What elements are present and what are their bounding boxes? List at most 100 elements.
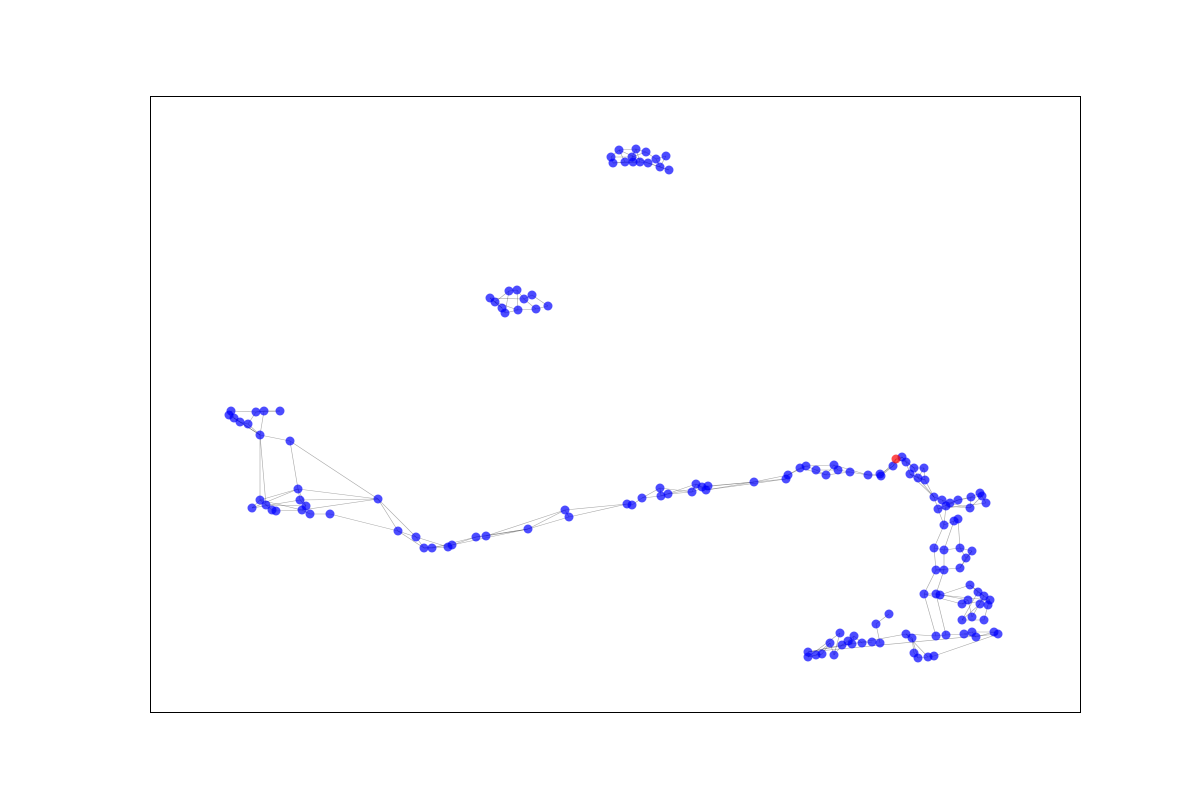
graph-node <box>259 406 269 416</box>
graph-edge <box>705 478 787 491</box>
graph-edge <box>659 487 693 493</box>
graph-node <box>863 470 873 480</box>
graph-node <box>919 589 929 599</box>
graph-node <box>627 152 637 162</box>
graph-node <box>641 147 651 157</box>
graph-node <box>871 619 881 629</box>
graph-edge <box>251 488 299 509</box>
graph-node <box>635 157 645 167</box>
graph-edge <box>943 520 955 551</box>
graph-node <box>959 629 969 639</box>
graph-edge <box>527 516 570 530</box>
graph-edge <box>301 498 379 511</box>
graph-node <box>884 609 894 619</box>
graph-edge <box>753 478 787 483</box>
graph-node <box>941 501 951 511</box>
graph-node <box>913 653 923 663</box>
graph-edge <box>377 498 417 538</box>
graph-edge <box>935 593 947 636</box>
graph-edge <box>933 633 999 657</box>
graph-node <box>905 469 915 479</box>
graph-edge <box>923 593 963 605</box>
graph-edge <box>707 481 755 487</box>
graph-node <box>979 615 989 625</box>
graph-edge <box>807 644 843 653</box>
graph-edge <box>415 536 449 548</box>
graph-node <box>235 417 245 427</box>
graph-node <box>687 487 697 497</box>
graph-edge <box>564 503 628 511</box>
graph-node <box>929 543 939 553</box>
graph-node <box>901 457 911 467</box>
graph-edge <box>299 498 379 501</box>
graph-node <box>967 612 977 622</box>
graph-node <box>803 652 813 662</box>
graph-node <box>620 157 630 167</box>
graph-node <box>825 638 835 648</box>
graph-node <box>941 630 951 640</box>
graph-node <box>325 509 335 519</box>
graph-node <box>261 500 271 510</box>
axes-frame <box>150 96 1081 713</box>
graph-node <box>373 494 383 504</box>
graph-node <box>957 615 967 625</box>
graph-node <box>977 491 987 501</box>
graph-node <box>295 495 305 505</box>
graph-node <box>955 543 965 553</box>
graph-node <box>393 526 403 536</box>
graph-node <box>627 500 637 510</box>
graph-node <box>963 595 973 605</box>
graph-node <box>939 545 949 555</box>
graph-node <box>519 294 529 304</box>
graph-edge <box>251 499 301 509</box>
graph-node <box>255 495 265 505</box>
graph-edge <box>485 509 566 537</box>
graph-node <box>888 461 898 471</box>
graph-node <box>939 520 949 530</box>
graph-node <box>983 600 993 610</box>
graph-node <box>953 514 963 524</box>
graph-edge <box>259 434 291 442</box>
graph-edge <box>807 633 907 653</box>
graph-edge <box>957 518 961 549</box>
graph-node <box>849 631 859 641</box>
graph-node <box>243 419 253 429</box>
graph-node <box>939 565 949 575</box>
graph-node <box>817 649 827 659</box>
graph-node <box>965 503 975 513</box>
graph-node <box>971 632 981 642</box>
graph-node <box>913 473 923 483</box>
graph-node <box>255 430 265 440</box>
graph-node <box>857 638 867 648</box>
graph-node <box>285 436 295 446</box>
graph-node <box>655 162 665 172</box>
graph-node <box>975 599 985 609</box>
graph-edge <box>377 498 399 532</box>
graph-node <box>929 651 939 661</box>
graph-node <box>875 638 885 648</box>
graph-node <box>513 305 523 315</box>
graph-node <box>527 290 537 300</box>
graph-node <box>608 158 618 168</box>
graph-node <box>564 512 574 522</box>
graph-node <box>663 489 673 499</box>
graph-node <box>867 637 877 647</box>
graph-node <box>955 563 965 573</box>
graph-node <box>481 531 491 541</box>
graph-edge <box>329 513 399 532</box>
graph-node <box>935 590 945 600</box>
graph-node <box>419 543 429 553</box>
graph-node <box>651 154 661 164</box>
graph-node <box>966 492 976 502</box>
graph-node <box>931 631 941 641</box>
graph-node <box>305 509 315 519</box>
graph-node <box>504 286 514 296</box>
graph-node <box>919 463 929 473</box>
graph-node <box>637 493 647 503</box>
graph-edge <box>289 440 379 500</box>
graph-node <box>993 629 1003 639</box>
graph-node <box>523 524 533 534</box>
graph-edge <box>485 528 529 537</box>
graph-node <box>829 650 839 660</box>
graph-node <box>614 145 624 155</box>
